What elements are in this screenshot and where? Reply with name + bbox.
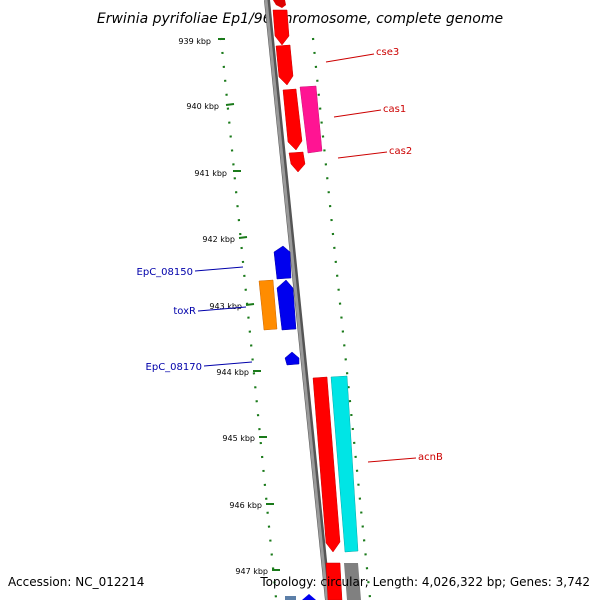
tick-943 bbox=[245, 303, 255, 306]
gene-acnB[interactable] bbox=[330, 375, 359, 553]
gene-bottom-gray[interactable] bbox=[344, 563, 361, 600]
tick-label-946: 946 kbp bbox=[229, 501, 262, 510]
inner-dotted-line bbox=[219, 37, 278, 599]
label-acnB[interactable]: acnB bbox=[418, 452, 443, 463]
leader-cas1 bbox=[333, 109, 382, 118]
inner-tick-track bbox=[218, 37, 280, 599]
gene-acnB-red[interactable] bbox=[312, 376, 341, 553]
gene-labels: cse3 cas1 cas2 acnB EpC_08150 toxR EpC_0… bbox=[137, 47, 443, 463]
gene-EpC_08150[interactable] bbox=[273, 245, 292, 280]
leader-acnB bbox=[367, 457, 417, 463]
label-cas2[interactable]: cas2 bbox=[389, 146, 412, 157]
label-leaders bbox=[194, 53, 417, 463]
tick-label-940: 940 kbp bbox=[186, 102, 219, 111]
leader-cas2 bbox=[337, 151, 388, 159]
label-EpC_08150[interactable]: EpC_08150 bbox=[137, 267, 193, 278]
gene-EpC_08160[interactable] bbox=[276, 279, 297, 331]
gene-magenta[interactable] bbox=[299, 85, 323, 154]
genome-stats-text: Topology: circular; Length: 4,026,322 bp… bbox=[259, 575, 590, 589]
tick-942 bbox=[238, 236, 248, 239]
leader-EpC_08150 bbox=[194, 266, 244, 272]
gene-cse3[interactable] bbox=[275, 44, 294, 86]
gene-upstream[interactable] bbox=[272, 9, 290, 46]
tick-label-944: 944 kbp bbox=[216, 368, 249, 377]
tick-label-945: 945 kbp bbox=[222, 434, 255, 443]
forward-features bbox=[258, 0, 361, 600]
gene-bottom-blue[interactable] bbox=[302, 594, 316, 600]
tick-label-941: 941 kbp bbox=[194, 169, 227, 178]
backbone-line bbox=[264, 0, 329, 600]
accession-text: Accession: NC_012214 bbox=[8, 575, 144, 589]
tick-label-939: 939 kbp bbox=[178, 37, 211, 46]
label-EpC_08170[interactable]: EpC_08170 bbox=[146, 362, 202, 373]
outer-dotted-track bbox=[311, 37, 372, 599]
gene-EpC_08170[interactable] bbox=[284, 351, 300, 366]
leader-cse3 bbox=[325, 53, 375, 63]
gene-bottom-steel[interactable] bbox=[285, 596, 296, 600]
tick-label-942: 942 kbp bbox=[202, 235, 235, 244]
tick-labels: 939 kbp 940 kbp 941 kbp 942 kbp 943 kbp … bbox=[178, 37, 268, 576]
tick-label-947: 947 kbp bbox=[235, 567, 268, 576]
map-title: Erwinia pyrifoliae Ep1/96 chromosome, co… bbox=[97, 11, 503, 27]
tick-label-943: 943 kbp bbox=[209, 302, 242, 311]
backbone bbox=[264, 0, 331, 600]
label-cse3[interactable]: cse3 bbox=[376, 47, 399, 58]
leader-EpC_08170 bbox=[203, 361, 253, 367]
label-toxR[interactable]: toxR bbox=[173, 306, 196, 317]
gene-toxR[interactable] bbox=[258, 279, 278, 331]
leader-toxR bbox=[197, 306, 247, 312]
tick-940 bbox=[225, 103, 235, 106]
gene-top-fragment[interactable] bbox=[273, 0, 286, 8]
gene-cas1[interactable] bbox=[282, 88, 303, 151]
label-cas1[interactable]: cas1 bbox=[383, 104, 406, 115]
gene-cas2[interactable] bbox=[288, 151, 306, 173]
gene-bottom-red[interactable] bbox=[325, 562, 343, 600]
